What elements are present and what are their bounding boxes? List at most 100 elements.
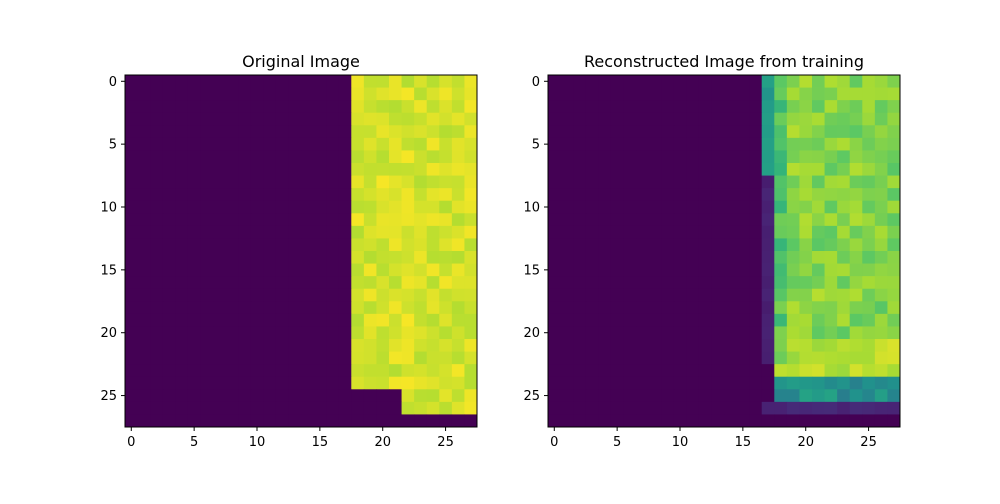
heatmap-cell — [338, 163, 352, 176]
heatmap-cell — [301, 263, 314, 277]
heatmap-cell — [548, 313, 561, 327]
heatmap-cell — [749, 87, 763, 101]
heatmap-cell — [389, 163, 402, 176]
heatmap-cell — [426, 313, 440, 327]
heatmap-cell — [799, 87, 813, 101]
heatmap-cell — [560, 339, 574, 352]
x-tick-label: 10 — [249, 435, 266, 450]
heatmap-cell — [187, 313, 201, 327]
heatmap-cell — [238, 326, 252, 340]
heatmap-cell — [573, 326, 587, 340]
heatmap-cell — [887, 100, 901, 114]
heatmap-cell — [125, 301, 138, 315]
heatmap-cell — [724, 188, 737, 202]
heatmap-cell — [686, 401, 700, 415]
heatmap-cell — [736, 351, 750, 365]
heatmap-cell — [686, 238, 700, 252]
heatmap-cell — [439, 225, 453, 239]
heatmap-cell — [125, 326, 138, 340]
heatmap-cell — [451, 351, 465, 365]
heatmap-cell — [175, 163, 189, 176]
heatmap-cell — [698, 75, 712, 88]
heatmap-cell — [698, 175, 712, 189]
heatmap-cell — [824, 376, 838, 390]
heatmap-cell — [648, 364, 662, 378]
heatmap-cell — [125, 339, 138, 352]
heatmap-cell — [288, 125, 302, 139]
heatmap-cell — [401, 401, 415, 415]
heatmap-cell — [464, 364, 478, 378]
heatmap-cell — [464, 112, 478, 126]
heatmap-cell — [849, 100, 863, 114]
heatmap-cell — [761, 238, 775, 252]
heatmap-cell — [774, 137, 788, 151]
heatmap-cell — [162, 200, 176, 214]
heatmap-cell — [686, 376, 700, 390]
heatmap-cell — [389, 364, 402, 378]
heatmap-cell — [150, 301, 164, 315]
heatmap-cell — [401, 238, 415, 252]
heatmap-cell — [326, 351, 340, 365]
x-axis-ticks: 0 5 10 15 20 25 — [127, 427, 454, 450]
heatmap-cell — [636, 301, 649, 315]
heatmap-cell — [774, 200, 788, 214]
heatmap-cell — [439, 112, 453, 126]
heatmap-cell — [200, 100, 214, 114]
heatmap-cell — [263, 163, 277, 176]
heatmap-cell — [238, 251, 252, 264]
heatmap-cell — [451, 389, 465, 403]
heatmap-cell — [774, 401, 788, 415]
heatmap-cell — [874, 125, 888, 139]
heatmap-cell — [874, 301, 888, 315]
heatmap-cell — [874, 163, 888, 176]
axes-frame — [547, 74, 901, 428]
heatmap-cell — [451, 401, 465, 415]
heatmap-cell — [401, 225, 415, 239]
heatmap-cell — [673, 125, 687, 139]
heatmap-cell — [786, 276, 800, 290]
heatmap-cell — [263, 175, 277, 189]
heatmap-cell — [187, 125, 201, 139]
heatmap-cell — [761, 313, 775, 327]
heatmap-cell — [598, 376, 612, 390]
heatmap-cell — [426, 301, 440, 315]
heatmap-cell — [351, 301, 365, 315]
heatmap-cell — [250, 313, 264, 327]
heatmap-cell — [862, 288, 876, 302]
heatmap-cell — [711, 225, 725, 239]
heatmap-cell — [623, 263, 637, 277]
heatmap-cell — [610, 75, 624, 88]
heatmap-cell — [326, 200, 340, 214]
heatmap-cell — [548, 389, 561, 403]
heatmap-cell — [275, 163, 289, 176]
heatmap-cell — [799, 313, 813, 327]
heatmap-cell — [351, 112, 365, 126]
heatmap-cell — [389, 238, 402, 252]
heatmap-cell — [175, 100, 189, 114]
heatmap-cell — [313, 389, 327, 403]
heatmap-cell — [761, 263, 775, 277]
heatmap-cell — [376, 414, 390, 428]
heatmap-cell — [376, 339, 390, 352]
heatmap-cell — [301, 150, 314, 164]
heatmap-cell — [414, 150, 428, 164]
heatmap-cell — [225, 175, 239, 189]
heatmap-cell — [451, 225, 465, 239]
heatmap-cell — [711, 301, 725, 315]
heatmap-cell — [414, 276, 428, 290]
heatmap-cell — [673, 414, 687, 428]
heatmap-cells — [125, 75, 478, 428]
heatmap-cell — [213, 112, 226, 126]
heatmap-cell — [376, 326, 390, 340]
heatmap-cell — [648, 125, 662, 139]
heatmap-cell — [238, 364, 252, 378]
heatmap-cell — [812, 301, 825, 315]
heatmap-cell — [250, 137, 264, 151]
heatmap-cell — [573, 112, 587, 126]
heatmap-cell — [698, 238, 712, 252]
heatmap-cell — [464, 225, 478, 239]
heatmap-cell — [711, 87, 725, 101]
heatmap-cell — [288, 364, 302, 378]
heatmap-cell — [749, 137, 763, 151]
heatmap-cell — [464, 263, 478, 277]
